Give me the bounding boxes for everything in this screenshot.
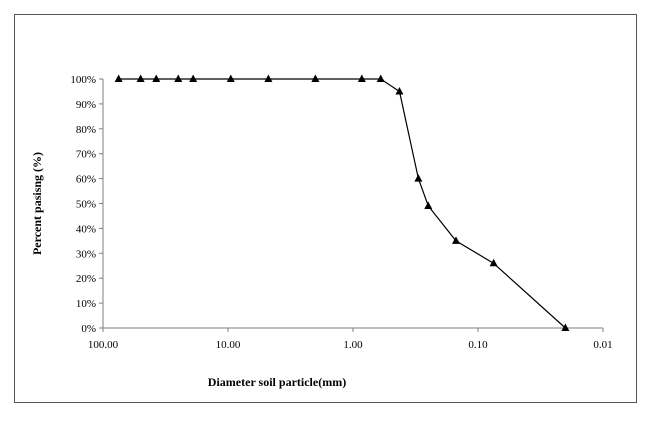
data-point-marker xyxy=(114,74,123,82)
data-point-marker xyxy=(136,74,145,82)
y-ticks: 0% 10% 20% 30% 40% 50% 60% 70% 80% 90% 100% xyxy=(70,74,103,335)
data-point-marker xyxy=(489,258,498,267)
data-point-marker xyxy=(174,74,183,82)
data-point-marker xyxy=(424,201,433,209)
axes xyxy=(102,79,603,329)
data-point-marker xyxy=(451,236,460,244)
y-tick-label: 100% xyxy=(70,74,96,86)
series-line xyxy=(118,78,566,329)
y-tick-label: 90% xyxy=(76,99,96,111)
y-tick-label: 80% xyxy=(76,124,96,136)
data-point-marker xyxy=(395,86,404,95)
x-ticks: 100.00 10.00 1.00 0.10 0.01 xyxy=(88,328,613,351)
data-point-marker xyxy=(414,174,423,182)
y-tick-label: 30% xyxy=(76,248,96,260)
y-tick-label: 20% xyxy=(76,273,96,285)
x-axis-title: Diameter soil particle(mm) xyxy=(208,375,346,389)
y-tick-label: 50% xyxy=(76,199,96,211)
data-point-marker xyxy=(264,74,273,82)
x-tick-label: 1.00 xyxy=(343,339,363,351)
data-point-marker xyxy=(226,74,235,82)
data-point-marker xyxy=(357,74,366,82)
chart-svg: 0% 10% 20% 30% 40% 50% 60% 70% 80% 90% 100% 100.00… xyxy=(30,74,613,389)
y-tick-label: 10% xyxy=(76,298,96,310)
x-tick-label: 0.10 xyxy=(468,339,488,351)
data-point-marker xyxy=(189,74,198,82)
data-point-marker xyxy=(561,323,570,331)
x-tick-label: 100.00 xyxy=(88,339,119,351)
y-axis-title: Percent pasisng (%) xyxy=(30,152,44,255)
x-tick-label: 0.01 xyxy=(593,339,612,351)
data-point-marker xyxy=(152,74,161,82)
y-tick-label: 40% xyxy=(76,223,96,235)
series-layer xyxy=(114,74,570,331)
y-tick-label: 0% xyxy=(81,323,96,335)
chart-frame: 0% 10% 20% 30% 40% 50% 60% 70% 80% 90% 100% 100.00… xyxy=(14,14,637,403)
y-tick-label: 60% xyxy=(76,174,96,186)
y-tick-label: 70% xyxy=(76,149,96,161)
x-tick-label: 10.00 xyxy=(216,339,241,351)
data-point-marker xyxy=(376,74,385,82)
data-point-marker xyxy=(311,74,320,82)
